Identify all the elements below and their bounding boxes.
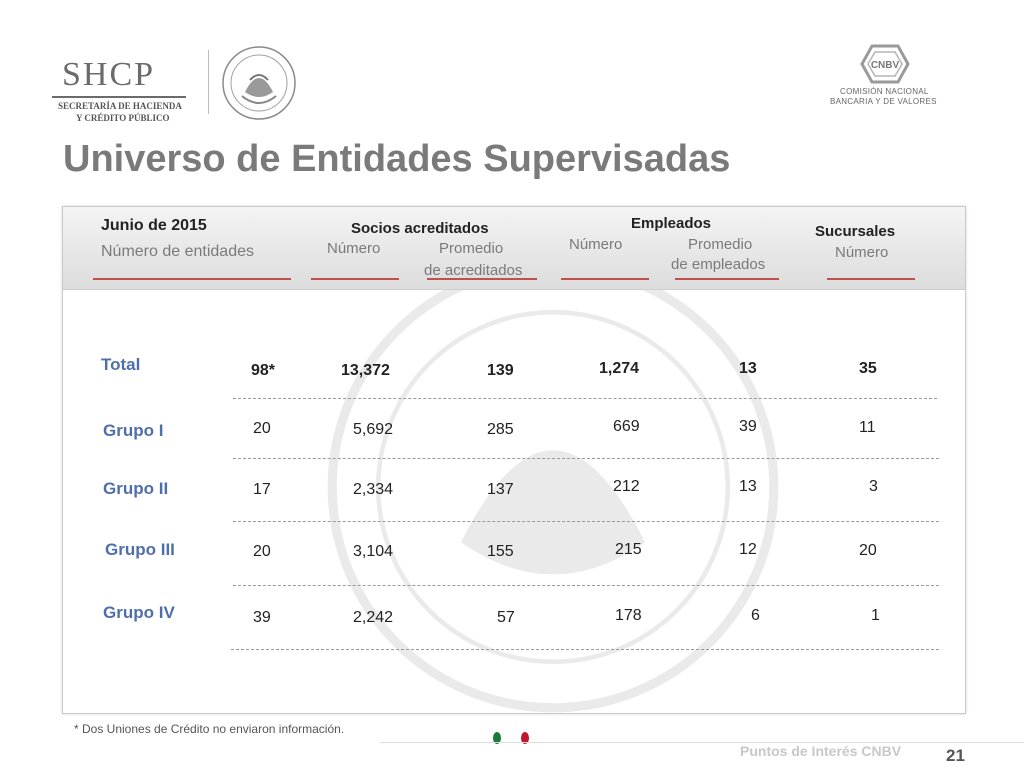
header-socios-numero: Número	[327, 240, 381, 257]
cell-total-entidades: 98*	[251, 362, 276, 379]
cell-grupo-ii-socios: 2,334	[353, 481, 394, 498]
page-title: Universo de Entidades Supervisadas	[63, 138, 731, 180]
header-date: Junio de 2015	[101, 217, 207, 234]
cell-grupo-iii-entidades: 20	[253, 543, 271, 560]
cell-grupo-iii-prom-socios: 155	[487, 543, 514, 560]
cell-grupo-ii-entidades: 17	[253, 481, 271, 498]
row-separator	[233, 398, 937, 399]
header-empleados-numero: Número	[569, 236, 623, 253]
cell-grupo-i-socios: 5,692	[353, 421, 394, 438]
cell-total-prom-socios: 139	[487, 362, 514, 379]
red-dot-icon	[521, 732, 529, 744]
data-panel: Junio de 2015 Número de entidades Socios…	[62, 206, 966, 714]
shcp-logo-line1: SECRETARÍA DE HACIENDA	[58, 101, 182, 111]
header-underline-sucursales	[827, 278, 915, 280]
cell-grupo-iv-prom-empleados: 6	[751, 607, 760, 624]
row-separator	[231, 649, 939, 650]
header-empleados-title: Empleados	[631, 215, 712, 232]
page-number: 21	[946, 746, 965, 765]
cell-grupo-iv-entidades: 39	[253, 609, 271, 626]
cell-grupo-i-prom-empleados: 39	[739, 418, 757, 435]
shcp-logo-word: SHCP	[62, 56, 156, 93]
header-empleados-promedio-2: de empleados	[671, 256, 766, 273]
header-empleados-promedio-1: Promedio	[688, 236, 753, 253]
row-separator	[233, 521, 939, 522]
header-underline-socios-promedio	[427, 278, 537, 280]
row-separator	[233, 585, 939, 586]
cnbv-logo: CNBV COMISIÓN NACIONAL BANCARIA Y DE VAL…	[830, 44, 940, 114]
cell-grupo-i-sucursales: 11	[859, 419, 876, 436]
cell-grupo-i-entidades: 20	[253, 420, 271, 437]
header-socios-promedio-2: de acreditados	[424, 262, 523, 279]
cell-grupo-i-prom-socios: 285	[487, 421, 514, 438]
header-entities: Número de entidades	[101, 243, 254, 260]
cell-grupo-iii-sucursales: 20	[859, 542, 877, 559]
row-label-total: Total	[101, 355, 141, 374]
header-underline-empleados-numero	[561, 278, 649, 280]
footer-section: Puntos de Interés CNBV	[740, 743, 902, 759]
cell-grupo-iv-empleados: 178	[615, 607, 642, 624]
cell-grupo-ii-empleados: 212	[613, 478, 640, 495]
row-separator	[233, 458, 939, 459]
cell-total-prom-empleados: 13	[739, 360, 757, 377]
cnbv-hexagon-icon: CNBV	[860, 44, 910, 84]
cell-grupo-ii-prom-empleados: 13	[739, 478, 757, 495]
table-header: Junio de 2015 Número de entidades Socios…	[63, 207, 965, 290]
row-label-grupo-iii: Grupo III	[105, 540, 175, 559]
cell-grupo-iv-prom-socios: 57	[497, 609, 515, 626]
cell-grupo-iii-prom-empleados: 12	[739, 541, 757, 558]
cell-grupo-iii-empleados: 215	[615, 541, 642, 558]
header-underline-empleados-promedio	[675, 278, 779, 280]
row-label-grupo-iv: Grupo IV	[103, 603, 175, 622]
header-sucursales-numero: Número	[835, 244, 889, 261]
cell-total-socios: 13,372	[341, 362, 390, 379]
cell-grupo-ii-prom-socios: 137	[487, 481, 514, 498]
cell-grupo-iv-sucursales: 1	[871, 607, 880, 624]
row-label-grupo-ii: Grupo II	[103, 479, 169, 498]
cnbv-logo-line2: BANCARIA Y DE VALORES	[830, 97, 937, 106]
cell-grupo-ii-sucursales: 3	[869, 478, 878, 495]
cell-grupo-iv-socios: 2,242	[353, 609, 394, 626]
cnbv-mark-text: CNBV	[871, 60, 900, 71]
header-socios-promedio-1: Promedio	[439, 240, 504, 257]
logo-divider	[208, 50, 209, 114]
footnote: * Dos Uniones de Crédito no enviaron inf…	[74, 722, 345, 736]
shcp-logo-line2: Y CRÉDITO PÚBLICO	[76, 113, 170, 123]
header-sucursales-title: Sucursales	[815, 223, 896, 240]
mexico-seal-icon	[222, 46, 296, 120]
cell-grupo-i-empleados: 669	[613, 418, 640, 435]
shcp-logo: SHCP SECRETARÍA DE HACIENDA Y CRÉDITO PÚ…	[52, 52, 212, 123]
header-socios-title: Socios acreditados	[351, 220, 489, 237]
green-dot-icon	[493, 732, 501, 744]
row-label-grupo-i: Grupo I	[103, 421, 164, 440]
header-underline-entities	[93, 278, 291, 280]
cell-grupo-iii-socios: 3,104	[353, 543, 394, 560]
cell-total-sucursales: 35	[859, 360, 877, 377]
shcp-logo-rule	[52, 96, 186, 98]
cnbv-logo-line1: COMISIÓN NACIONAL	[840, 87, 929, 96]
cell-total-empleados: 1,274	[599, 360, 640, 377]
footer-divider	[380, 742, 1024, 743]
header-underline-socios-numero	[311, 278, 399, 280]
